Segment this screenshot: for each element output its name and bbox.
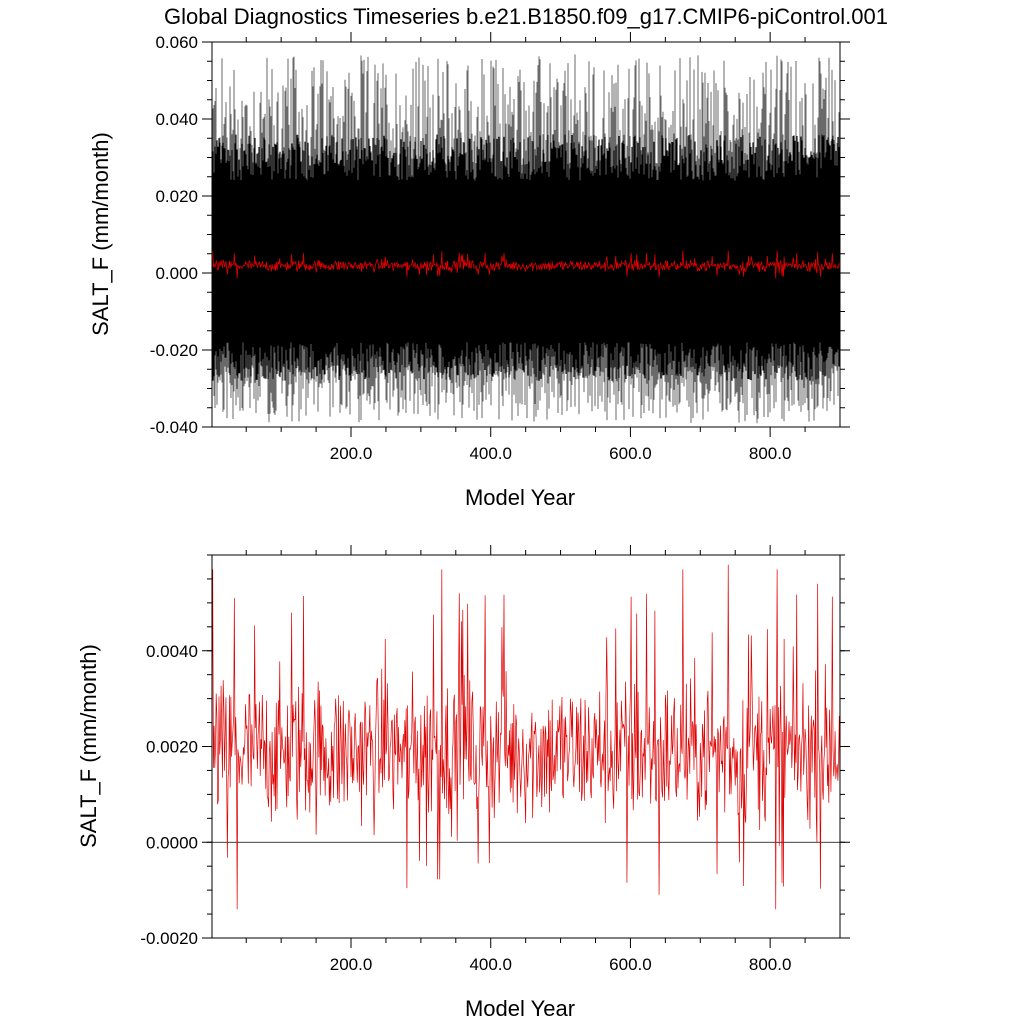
top-panel: -0.040 -0.020 0.000 0.020 0.040 0.060 200.0 40… xyxy=(88,32,850,510)
bottom-ticks xyxy=(202,545,850,948)
x-tick-label: 400.0 xyxy=(469,955,512,974)
y-tick-label: 0.0000 xyxy=(146,833,198,852)
y-tick-label: 0.0040 xyxy=(146,642,198,661)
y-tick-label: 0.020 xyxy=(155,187,198,206)
chart-title: Global Diagnostics Timeseries b.e21.B185… xyxy=(164,4,888,29)
bottom-annual-mean-line xyxy=(211,564,841,910)
bottom-x-tick-labels: 200.0 400.0 600.0 800.0 xyxy=(330,955,792,974)
x-tick-label: 600.0 xyxy=(609,955,652,974)
x-tick-label: 600.0 xyxy=(609,444,652,463)
top-x-axis-label: Model Year xyxy=(465,485,575,510)
top-x-tick-labels: 200.0 400.0 600.0 800.0 xyxy=(330,444,792,463)
y-tick-label: -0.040 xyxy=(150,418,198,437)
x-tick-label: 400.0 xyxy=(469,444,512,463)
y-tick-label: -0.020 xyxy=(150,341,198,360)
y-tick-label: 0.060 xyxy=(155,33,198,52)
top-annual-mean-line xyxy=(211,250,841,279)
bottom-panel: -0.0020 0.0000 0.0020 0.0040 200.0 400.0 600.… xyxy=(76,545,850,1021)
top-monthly-series xyxy=(212,54,840,424)
y-tick-label: -0.0020 xyxy=(140,929,198,948)
y-tick-label: 0.040 xyxy=(155,110,198,129)
bottom-y-axis-label: SALT_F (mm/month) xyxy=(76,644,101,848)
y-tick-label: 0.0020 xyxy=(146,738,198,757)
y-tick-label: 0.000 xyxy=(155,264,198,283)
x-tick-label: 800.0 xyxy=(749,955,792,974)
x-tick-label: 200.0 xyxy=(330,444,373,463)
x-tick-label: 200.0 xyxy=(330,955,373,974)
top-ticks xyxy=(202,32,850,437)
top-y-axis-label: SALT_F (mm/month) xyxy=(88,132,113,336)
top-y-tick-labels: -0.040 -0.020 0.000 0.020 0.040 0.060 xyxy=(150,33,198,437)
x-tick-label: 800.0 xyxy=(749,444,792,463)
bottom-y-tick-labels: -0.0020 0.0000 0.0020 0.0040 xyxy=(140,642,198,948)
bottom-x-axis-label: Model Year xyxy=(465,996,575,1021)
